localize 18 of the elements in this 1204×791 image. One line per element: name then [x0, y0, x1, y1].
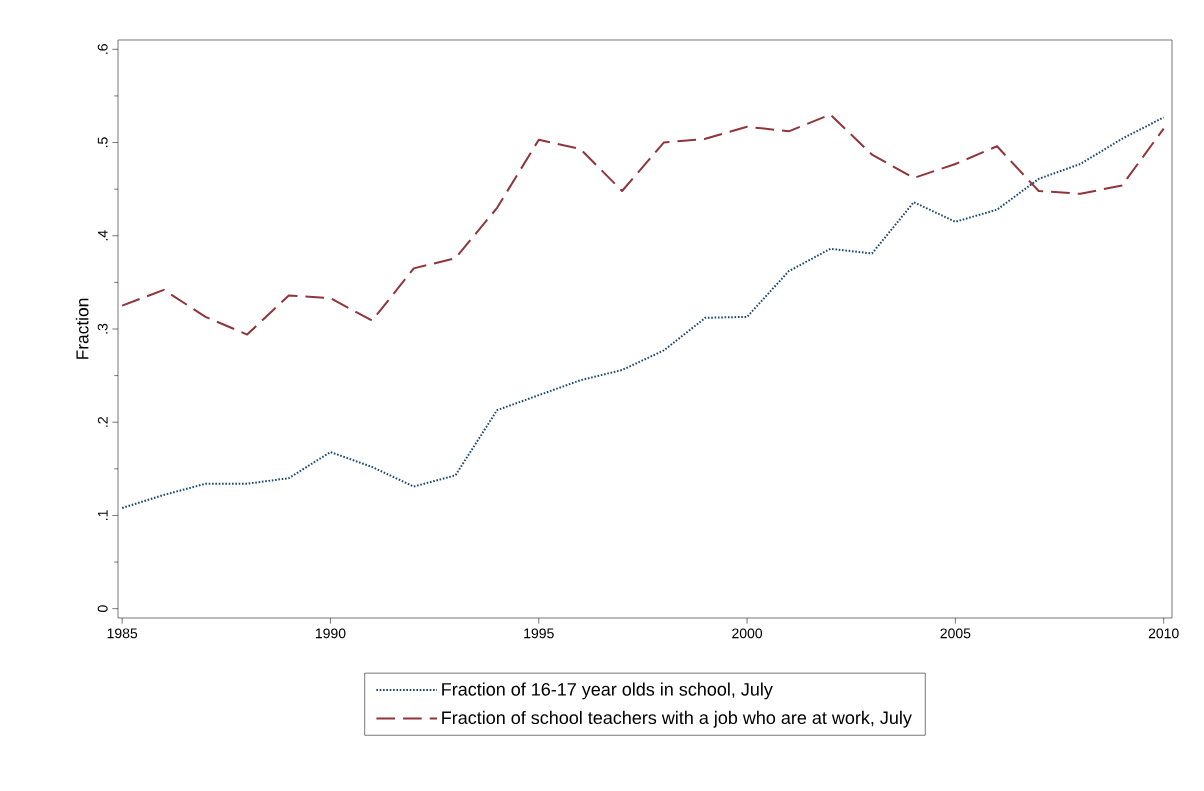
line-series	[121, 116, 1165, 510]
x-tick-label: 2000	[732, 628, 763, 639]
legend-label: Fraction of 16-17 year olds in school, July	[442, 682, 773, 700]
x-tick-label: 2005	[940, 628, 971, 639]
y-tick-label: .1	[97, 510, 108, 521]
x-tick-label: 1995	[524, 628, 554, 639]
y-tick-label: .2	[97, 417, 108, 427]
legend-label: Fraction of school teachers with a job who are at work, July	[442, 711, 912, 728]
y-tick-label: .3	[97, 323, 108, 334]
y-tick-label: .4	[97, 230, 108, 241]
y-tick-label: .5	[97, 137, 108, 148]
y-tick-label: .6	[97, 44, 108, 55]
y-tick-label: 0	[97, 605, 108, 613]
y-axis-title: Fraction	[75, 298, 89, 360]
x-tick-label: 1985	[107, 628, 138, 639]
line-series	[121, 113, 1165, 336]
x-tick-label: 2010	[1148, 628, 1179, 639]
x-tick-label: 1990	[315, 628, 346, 639]
